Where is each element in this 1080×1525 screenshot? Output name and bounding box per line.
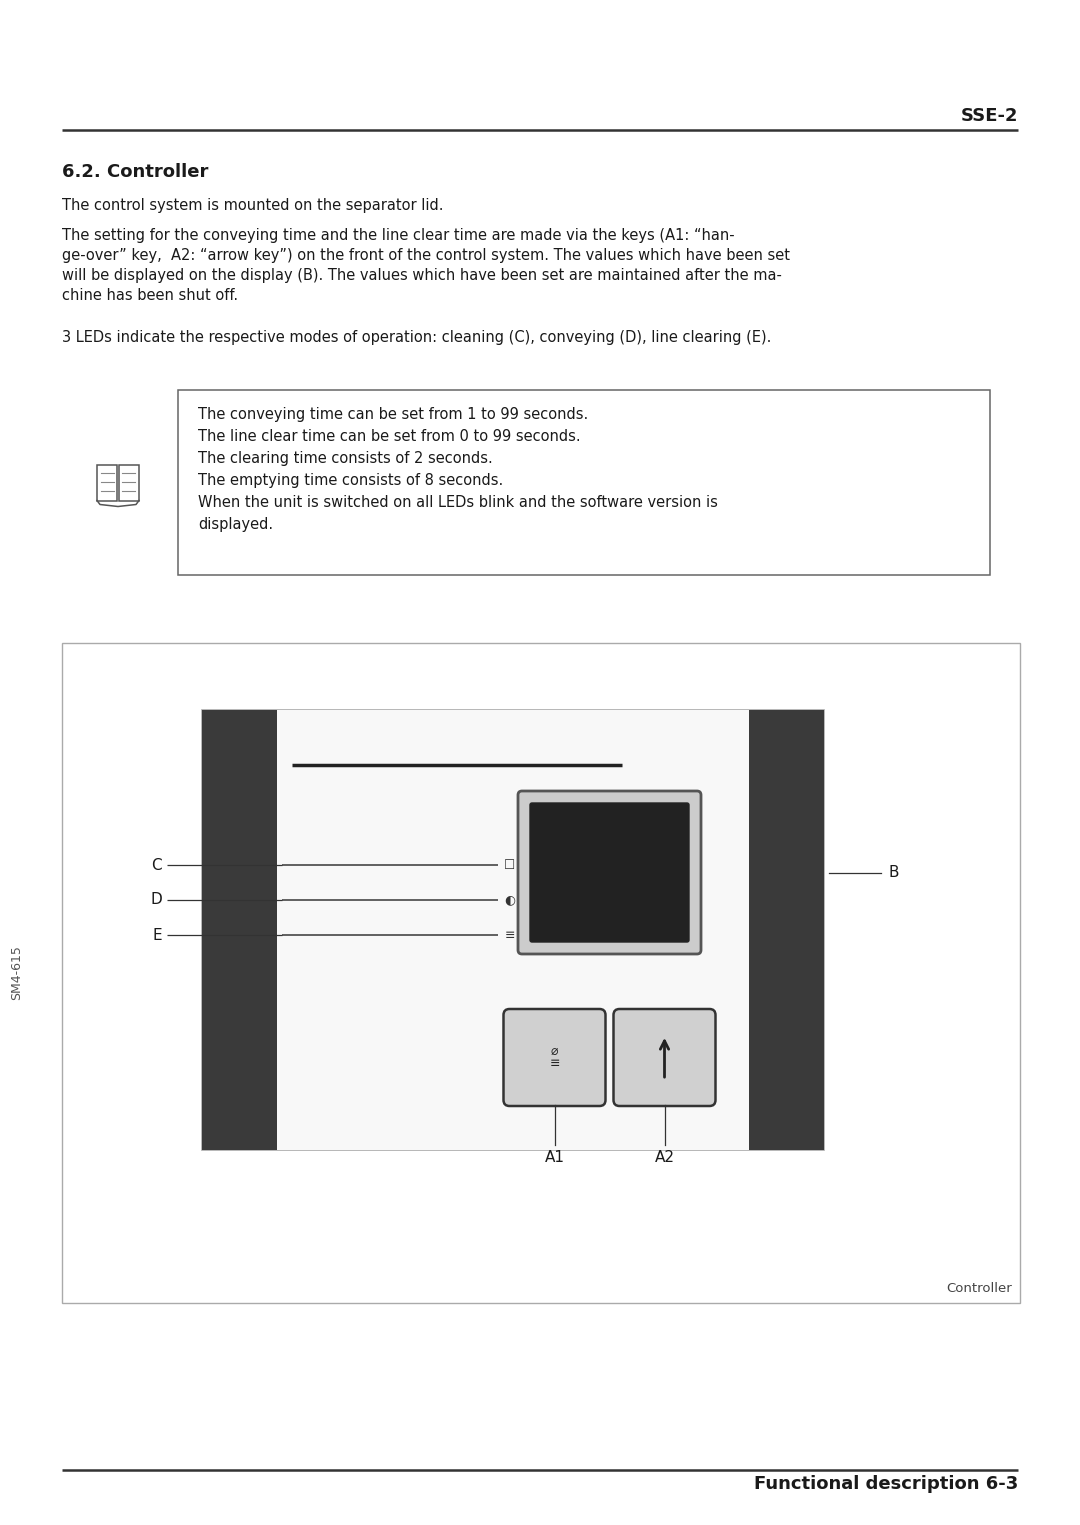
Text: D: D xyxy=(150,892,162,907)
Text: 6.2. Controller: 6.2. Controller xyxy=(62,163,208,181)
Text: The conveying time can be set from 1 to 99 seconds.: The conveying time can be set from 1 to … xyxy=(198,407,589,422)
Text: B: B xyxy=(889,865,900,880)
FancyBboxPatch shape xyxy=(530,804,689,942)
Bar xyxy=(750,711,824,1150)
Text: Functional description 6-3: Functional description 6-3 xyxy=(754,1475,1018,1493)
Text: C: C xyxy=(151,857,162,872)
Text: ⌀
≡: ⌀ ≡ xyxy=(550,1045,559,1071)
Bar xyxy=(62,644,1020,1302)
FancyBboxPatch shape xyxy=(97,465,117,500)
Text: SSE-2: SSE-2 xyxy=(960,107,1018,125)
Text: The setting for the conveying time and the line clear time are made via the keys: The setting for the conveying time and t… xyxy=(62,229,734,242)
Text: The control system is mounted on the separator lid.: The control system is mounted on the sep… xyxy=(62,198,444,214)
Text: displayed.: displayed. xyxy=(198,517,273,532)
Text: E: E xyxy=(152,927,162,942)
Bar xyxy=(202,711,276,1150)
Text: A2: A2 xyxy=(654,1150,675,1165)
Text: ☐: ☐ xyxy=(504,859,515,871)
Text: The emptying time consists of 8 seconds.: The emptying time consists of 8 seconds. xyxy=(198,473,503,488)
Bar xyxy=(178,390,990,575)
Text: chine has been shut off.: chine has been shut off. xyxy=(62,288,238,303)
Text: The clearing time consists of 2 seconds.: The clearing time consists of 2 seconds. xyxy=(198,451,492,467)
FancyBboxPatch shape xyxy=(613,1010,715,1106)
Text: will be displayed on the display (B). The values which have been set are maintai: will be displayed on the display (B). Th… xyxy=(62,268,782,284)
Text: ≡: ≡ xyxy=(504,929,515,941)
Text: When the unit is switched on all LEDs blink and the software version is: When the unit is switched on all LEDs bl… xyxy=(198,496,718,509)
Text: A1: A1 xyxy=(544,1150,565,1165)
Text: ge-over” key,  A2: “arrow key”) on the front of the control system. The values w: ge-over” key, A2: “arrow key”) on the fr… xyxy=(62,249,789,262)
Text: The line clear time can be set from 0 to 99 seconds.: The line clear time can be set from 0 to… xyxy=(198,429,581,444)
Bar xyxy=(276,711,750,1150)
Text: SM4-615: SM4-615 xyxy=(11,946,24,1000)
FancyBboxPatch shape xyxy=(119,465,139,500)
Text: 3 LEDs indicate the respective modes of operation: cleaning (C), conveying (D), : 3 LEDs indicate the respective modes of … xyxy=(62,329,771,345)
Text: ◐: ◐ xyxy=(504,894,515,906)
FancyBboxPatch shape xyxy=(518,791,701,955)
FancyBboxPatch shape xyxy=(503,1010,606,1106)
Bar xyxy=(202,711,824,1150)
Text: Controller: Controller xyxy=(946,1283,1012,1295)
